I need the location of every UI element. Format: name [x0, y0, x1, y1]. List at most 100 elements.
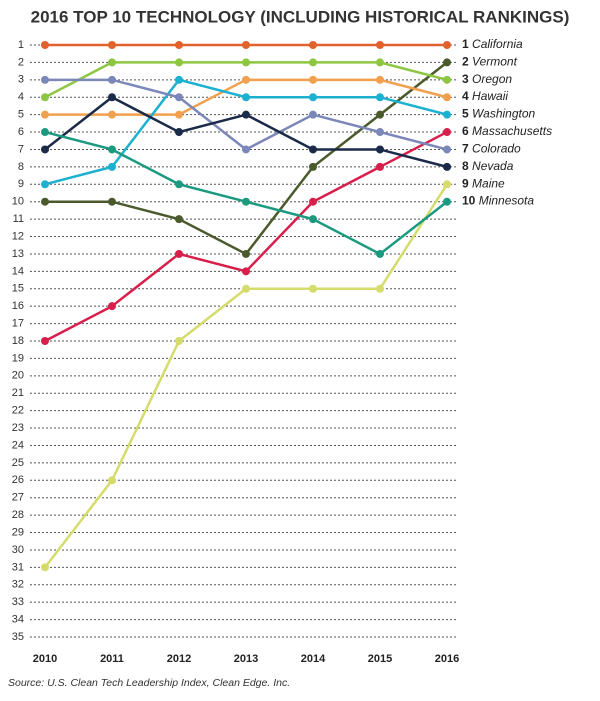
point	[376, 145, 384, 154]
point	[108, 197, 116, 206]
point	[175, 93, 183, 102]
y-tick-label: 22	[12, 405, 24, 417]
point	[376, 128, 384, 137]
y-tick-label: 3	[18, 74, 24, 86]
point	[41, 337, 49, 345]
y-tick-label: 20	[12, 370, 24, 382]
point	[175, 41, 183, 49]
point	[443, 41, 451, 49]
point	[41, 197, 49, 206]
point	[175, 337, 183, 345]
y-tick-label: 24	[12, 439, 24, 451]
y-tick-label: 1	[18, 39, 24, 51]
point	[309, 284, 317, 293]
point	[309, 215, 317, 224]
point	[242, 249, 250, 258]
point	[175, 128, 183, 137]
point	[376, 58, 384, 67]
series-line	[45, 61, 448, 256]
point	[242, 75, 250, 84]
x-tick-label: 2012	[167, 653, 191, 665]
legend-name: Oregon	[472, 72, 512, 86]
point	[376, 162, 384, 171]
y-tick-label: 32	[12, 579, 24, 591]
legend-rank: 8	[462, 159, 469, 173]
point	[108, 145, 116, 154]
y-tick-label: 28	[12, 509, 24, 521]
legend-entry: 5 Washington	[462, 107, 536, 121]
point	[309, 41, 317, 49]
point	[309, 75, 317, 84]
chart-title: 2016 TOP 10 TECHNOLOGY (INCLUDING HISTOR…	[31, 7, 570, 26]
x-tick-label: 2011	[100, 653, 124, 665]
point	[242, 58, 250, 67]
y-tick-label: 7	[18, 143, 24, 155]
point	[309, 93, 317, 102]
y-tick-label: 12	[12, 230, 24, 242]
point	[41, 93, 49, 102]
point	[376, 93, 384, 102]
x-tick-label: 2013	[234, 653, 258, 665]
legend-rank: 2	[462, 55, 469, 69]
legend-entry: 10 Minnesota	[462, 194, 534, 208]
x-tick-label: 2016	[435, 653, 459, 665]
point	[108, 58, 116, 67]
y-tick-label: 25	[12, 457, 24, 469]
y-tick-label: 21	[12, 387, 24, 399]
point	[108, 75, 116, 84]
point	[175, 180, 183, 189]
y-tick-label: 4	[18, 91, 24, 103]
point	[443, 145, 451, 154]
legend-entry: 6 Massachusetts	[462, 124, 552, 138]
y-tick-label: 23	[12, 422, 24, 434]
point	[242, 41, 250, 49]
legend-name: Minnesota	[479, 194, 535, 208]
legend-entry: 7 Colorado	[462, 142, 521, 156]
point	[443, 197, 451, 206]
point	[175, 249, 183, 258]
point	[443, 162, 451, 171]
point	[376, 249, 384, 258]
legend-entry: 9 Maine	[462, 176, 505, 190]
legend-rank: 10	[462, 194, 476, 208]
y-tick-label: 11	[13, 213, 24, 225]
y-tick-label: 15	[12, 283, 24, 295]
y-tick-label: 31	[12, 561, 24, 573]
point	[309, 58, 317, 67]
point	[108, 162, 116, 171]
point	[108, 302, 116, 311]
y-tick-label: 13	[12, 248, 24, 260]
point	[242, 197, 250, 206]
y-tick-label: 18	[12, 335, 24, 347]
point	[309, 145, 317, 154]
point	[41, 41, 49, 49]
x-tick-label: 2010	[33, 653, 57, 665]
y-tick-label: 27	[12, 492, 24, 504]
point	[443, 128, 451, 137]
legend-entry: 4 Hawaii	[462, 89, 508, 103]
legend-entry: 8 Nevada	[462, 159, 514, 173]
point	[108, 476, 116, 485]
y-tick-label: 14	[12, 265, 24, 277]
x-tick-label: 2014	[301, 653, 326, 665]
point	[175, 110, 183, 119]
point	[242, 145, 250, 154]
point	[443, 75, 451, 84]
point	[242, 110, 250, 119]
point	[41, 145, 49, 154]
point	[108, 110, 116, 119]
point	[242, 284, 250, 293]
source-note: Source: U.S. Clean Tech Leadership Index…	[8, 677, 290, 689]
legend-entry: 2 Vermont	[462, 55, 518, 69]
point	[41, 563, 49, 572]
point	[376, 284, 384, 293]
point	[242, 267, 250, 276]
point	[376, 75, 384, 84]
y-tick-label: 17	[12, 317, 24, 329]
point	[175, 75, 183, 84]
y-tick-label: 35	[12, 631, 24, 643]
legend-entry: 3 Oregon	[462, 72, 512, 86]
legend-rank: 5	[462, 107, 469, 121]
point	[175, 215, 183, 224]
